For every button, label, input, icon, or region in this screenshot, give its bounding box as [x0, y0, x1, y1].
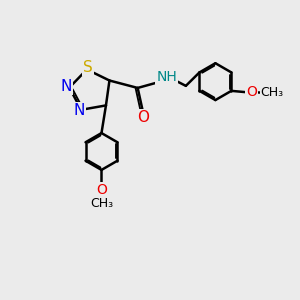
Text: N: N	[61, 79, 72, 94]
Text: O: O	[96, 183, 107, 197]
Text: CH₃: CH₃	[260, 86, 283, 99]
Text: NH: NH	[156, 70, 177, 84]
Text: S: S	[83, 60, 93, 75]
Text: O: O	[246, 85, 257, 99]
Text: N: N	[73, 103, 85, 118]
Text: CH₃: CH₃	[90, 197, 113, 210]
Text: O: O	[137, 110, 149, 125]
